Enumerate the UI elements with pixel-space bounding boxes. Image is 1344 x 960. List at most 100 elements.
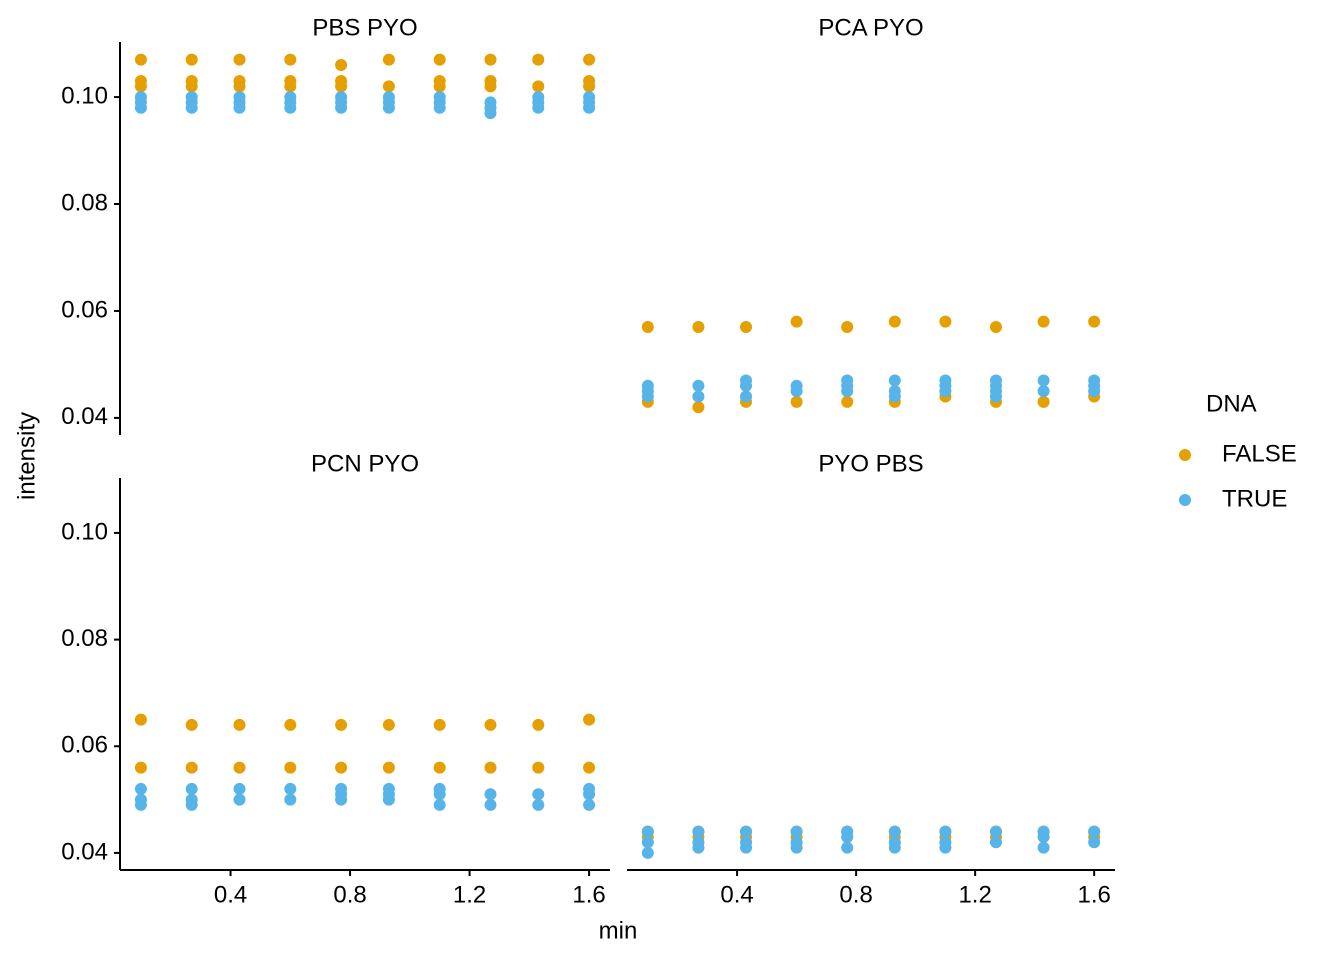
point (382, 718, 395, 731)
y-tick-label: 0.10 (61, 518, 108, 545)
point (284, 80, 297, 93)
x-axis-label: min (599, 917, 638, 944)
point (790, 825, 803, 838)
point (740, 390, 753, 403)
point (790, 315, 803, 328)
point (335, 793, 348, 806)
point (1037, 841, 1050, 854)
point (888, 315, 901, 328)
point (134, 798, 147, 811)
y-tick-label: 0.06 (61, 296, 108, 323)
facet-title: PBS PYO (312, 14, 417, 41)
point (433, 53, 446, 66)
point (532, 761, 545, 774)
y-tick-label: 0.08 (61, 189, 108, 216)
point (583, 761, 596, 774)
point (939, 385, 952, 398)
point (185, 80, 198, 93)
point (433, 761, 446, 774)
point (284, 761, 297, 774)
point (692, 825, 705, 838)
point (433, 101, 446, 114)
point (1088, 385, 1101, 398)
legend-label: FALSE (1222, 440, 1297, 467)
point (382, 53, 395, 66)
y-tick-label: 0.04 (61, 838, 108, 865)
point (382, 793, 395, 806)
point (233, 80, 246, 93)
point (888, 825, 901, 838)
point (233, 793, 246, 806)
point (841, 320, 854, 333)
point (692, 379, 705, 392)
point (641, 390, 654, 403)
point (433, 788, 446, 801)
point (939, 841, 952, 854)
point (790, 385, 803, 398)
point (841, 830, 854, 843)
point (134, 53, 147, 66)
point (335, 718, 348, 731)
point (433, 798, 446, 811)
point (335, 101, 348, 114)
point (134, 761, 147, 774)
point (740, 825, 753, 838)
point (335, 58, 348, 71)
point (284, 782, 297, 795)
point (233, 718, 246, 731)
point (532, 80, 545, 93)
point (335, 80, 348, 93)
point (484, 107, 497, 120)
x-tick-label: 0.4 (720, 881, 753, 908)
point (185, 782, 198, 795)
point (185, 101, 198, 114)
point (484, 718, 497, 731)
point (740, 379, 753, 392)
point (284, 53, 297, 66)
point (939, 315, 952, 328)
y-tick-label: 0.06 (61, 732, 108, 759)
x-tick-label: 0.4 (214, 881, 247, 908)
point (692, 390, 705, 403)
legend-label: TRUE (1222, 485, 1287, 512)
point (284, 101, 297, 114)
point (134, 782, 147, 795)
point (740, 320, 753, 333)
point (532, 788, 545, 801)
point (790, 841, 803, 854)
point (233, 761, 246, 774)
point (233, 782, 246, 795)
point (1037, 315, 1050, 328)
point (583, 798, 596, 811)
point (583, 53, 596, 66)
legend-marker (1179, 494, 1191, 506)
point (888, 374, 901, 387)
point (841, 395, 854, 408)
x-tick-label: 0.8 (839, 881, 872, 908)
point (134, 80, 147, 93)
point (641, 825, 654, 838)
legend-marker (1179, 449, 1191, 461)
point (583, 80, 596, 93)
point (841, 385, 854, 398)
point (284, 793, 297, 806)
point (841, 841, 854, 854)
point (1037, 374, 1050, 387)
y-tick-label: 0.10 (61, 82, 108, 109)
point (134, 101, 147, 114)
x-tick-label: 0.8 (333, 881, 366, 908)
y-tick-label: 0.04 (61, 403, 108, 430)
point (134, 713, 147, 726)
point (692, 841, 705, 854)
point (233, 101, 246, 114)
point (185, 718, 198, 731)
facet-title: PCA PYO (818, 14, 923, 41)
point (989, 825, 1002, 838)
point (583, 788, 596, 801)
point (692, 320, 705, 333)
point (382, 80, 395, 93)
point (433, 718, 446, 731)
point (790, 395, 803, 408)
point (989, 836, 1002, 849)
